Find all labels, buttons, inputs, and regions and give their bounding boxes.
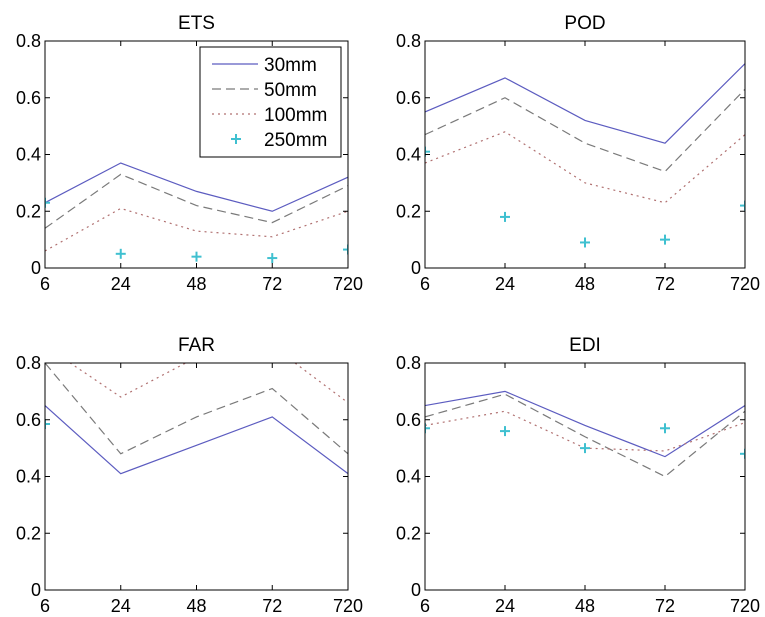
data-marker-250mm [660, 234, 670, 245]
data-marker-250mm [115, 248, 126, 259]
y-tick-label: 0.2 [396, 201, 421, 221]
plot-frame [424, 40, 746, 269]
x-tick-label: 720 [730, 596, 760, 616]
data-marker-250mm [267, 253, 278, 264]
data-marker-250mm [45, 419, 50, 430]
data-marker-250mm [425, 146, 430, 157]
legend-item: 250mm [231, 130, 327, 151]
legend-box [199, 46, 342, 158]
x-tick-label: 72 [655, 596, 675, 616]
y-tick-label: 0 [411, 580, 421, 600]
series-group [45, 363, 348, 475]
chart-panel-edi: EDI 6 24 48 72 720 0 0.2 0.4 0.6 0.8 [396, 335, 760, 616]
x-tick-label: 72 [262, 596, 282, 616]
chart-title: EDI [569, 335, 601, 356]
chart-title: POD [564, 13, 605, 34]
series-line-30mm [425, 63, 745, 144]
x-tick-label: 720 [333, 274, 363, 294]
y-tick-label: 0.2 [16, 201, 41, 221]
y-tick-label: 0 [31, 258, 41, 278]
series-line-50mm [425, 88, 745, 173]
x-tick-label: 48 [575, 596, 595, 616]
x-tick-label: 24 [111, 596, 131, 616]
y-tick-label: 0.2 [16, 523, 41, 543]
y-tick-label: 0.4 [396, 145, 421, 165]
legend-item: 100mm [212, 105, 327, 126]
y-tick-label: 0.6 [396, 88, 421, 108]
data-marker-250mm [740, 200, 745, 211]
x-tick-label: 720 [333, 596, 363, 616]
series-line-50mm [425, 393, 745, 478]
series-line-50mm [45, 363, 348, 455]
y-tick-label: 0 [411, 258, 421, 278]
data-marker-250mm [191, 251, 202, 262]
legend-item: 50mm [212, 80, 317, 101]
y-tick-label: 0.8 [16, 353, 41, 373]
y-tick-label: 0.6 [396, 410, 421, 430]
series-line-30mm [425, 390, 745, 458]
x-tick-label: 48 [186, 274, 206, 294]
y-tick-label: 0.4 [16, 145, 41, 165]
chart-title: ETS [178, 13, 215, 34]
y-tick-label: 0.8 [396, 31, 421, 51]
plot-frame [44, 362, 349, 591]
series-group [45, 162, 348, 264]
y-tick-label: 0.2 [396, 523, 421, 543]
x-tick-label: 6 [420, 596, 430, 616]
x-tick-label: 72 [262, 274, 282, 294]
legend: 30mm 50mm 100mm 250mm [199, 46, 342, 158]
x-tick-label: 24 [111, 274, 131, 294]
y-tick-label: 0.8 [396, 353, 421, 373]
data-marker-250mm [425, 423, 430, 434]
legend-label: 50mm [264, 80, 317, 101]
y-tick-label: 0.8 [16, 31, 41, 51]
chart-panel-far: FAR 6 24 48 72 720 0 0.2 0.4 0.6 0.8 [16, 335, 363, 616]
chart-panel-pod: POD 6 24 48 72 720 0 0.2 0.4 0.6 0.8 [396, 13, 760, 294]
series-line-100mm [45, 207, 348, 252]
series-line-100mm [425, 131, 745, 204]
data-marker-250mm [580, 443, 590, 454]
legend-label: 100mm [264, 105, 327, 126]
y-tick-label: 0.6 [16, 88, 41, 108]
chart-panel-ets: ETS 6 24 48 72 720 0 0.2 0.4 0.6 0.8 30mm 50mm 100mm 2… [16, 13, 363, 294]
legend-item: 30mm [212, 55, 317, 76]
data-marker-250mm [45, 197, 50, 208]
x-tick-label: 48 [186, 596, 206, 616]
data-marker-250mm [740, 448, 745, 459]
y-tick-label: 0.6 [16, 410, 41, 430]
x-tick-label: 6 [420, 274, 430, 294]
data-marker-250mm [580, 237, 590, 248]
series-group [425, 63, 745, 248]
y-tick-label: 0.4 [16, 467, 41, 487]
y-tick-label: 0 [31, 580, 41, 600]
data-marker-250mm [500, 426, 510, 437]
series-line-30mm [45, 162, 348, 212]
x-tick-label: 720 [730, 274, 760, 294]
series-line-100mm [69, 363, 348, 404]
x-tick-label: 48 [575, 274, 595, 294]
data-marker-250mm [343, 244, 348, 255]
series-line-50mm [45, 173, 348, 229]
series-line-30mm [45, 405, 348, 475]
chart-title: FAR [178, 335, 215, 356]
legend-label: 250mm [264, 130, 327, 151]
y-tick-label: 0.4 [396, 467, 421, 487]
x-tick-label: 6 [40, 274, 50, 294]
x-tick-label: 72 [655, 274, 675, 294]
series-group [425, 390, 745, 478]
data-marker-250mm [500, 211, 510, 222]
legend-label: 30mm [264, 55, 317, 76]
data-marker-250mm [660, 423, 670, 434]
x-tick-label: 24 [495, 596, 515, 616]
x-tick-label: 24 [495, 274, 515, 294]
x-tick-label: 6 [40, 596, 50, 616]
